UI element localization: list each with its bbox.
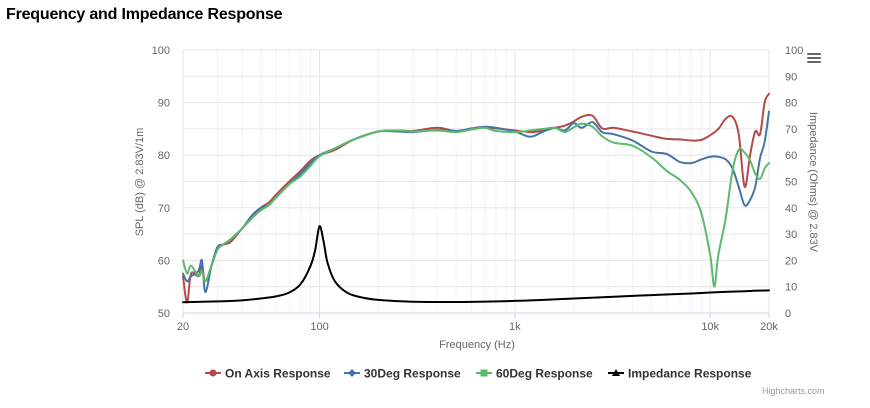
series-line-4 [182,225,770,304]
legend-label: On Axis Response [225,367,331,381]
x-tick-label: 1k [509,321,521,333]
grid-lines [182,49,770,314]
legend-item-1[interactable]: On Axis Response [205,367,331,381]
y-left-tick-label: 100 [152,45,170,57]
legend-marker-square [480,369,488,377]
y-right-tick-label: 100 [785,45,803,57]
legend-item-4[interactable]: Impedance Response [608,367,752,381]
y-left-tick-label: 70 [158,203,170,215]
credits-link[interactable]: Highcharts.com [762,386,825,396]
legend-label: 30Deg Response [364,367,461,381]
y-right-tick-label: 50 [785,177,797,189]
y-axis-left-title: SPL (dB) @ 2.83V/1m [134,128,146,237]
y-right-tick-label: 20 [785,255,797,267]
legend-marker-triangle [612,369,620,376]
y-right-tick-label: 30 [785,229,797,241]
y-left-tick-label: 50 [158,308,170,320]
x-tick-label: 100 [310,321,328,333]
y-left-tick-label: 60 [158,255,170,267]
legend-marker-diamond [348,369,356,377]
y-right-tick-label: 90 [785,71,797,83]
x-tick-label: 10k [701,321,719,333]
y-axis-right-title: Impedance (Ohms) @ 2.83V [807,112,819,253]
x-tick-label: 20k [760,321,778,333]
legend-label: Impedance Response [628,367,752,381]
series-lines [182,92,770,304]
x-tick-label: 20 [177,321,189,333]
legend-marker-circle [209,369,217,377]
y-right-tick-label: 0 [785,308,791,320]
y-right-tick-label: 10 [785,282,797,294]
y-right-tick-label: 80 [785,98,797,110]
y-left-tick-label: 80 [158,150,170,162]
axes: 20 100 1k 10k 20k 50 60 70 80 90 100 0 10 20 30 40 50 60 7… [152,45,804,333]
chart-title: Frequency and Impedance Response [6,6,283,23]
y-right-tick-label: 60 [785,150,797,162]
legend-label: 60Deg Response [496,367,593,381]
x-axis-title: Frequency (Hz) [439,339,515,351]
legend: On Axis Response 30Deg Response 60Deg Resp… [205,367,752,381]
series-line-3 [182,122,770,288]
hamburger-menu-icon[interactable] [807,53,821,67]
y-right-tick-label: 40 [785,203,797,215]
y-right-tick-label: 70 [785,124,797,136]
series-line-1 [182,92,770,304]
y-left-tick-label: 90 [158,98,170,110]
legend-item-3[interactable]: 60Deg Response [476,367,593,381]
legend-item-2[interactable]: 30Deg Response [344,367,461,381]
